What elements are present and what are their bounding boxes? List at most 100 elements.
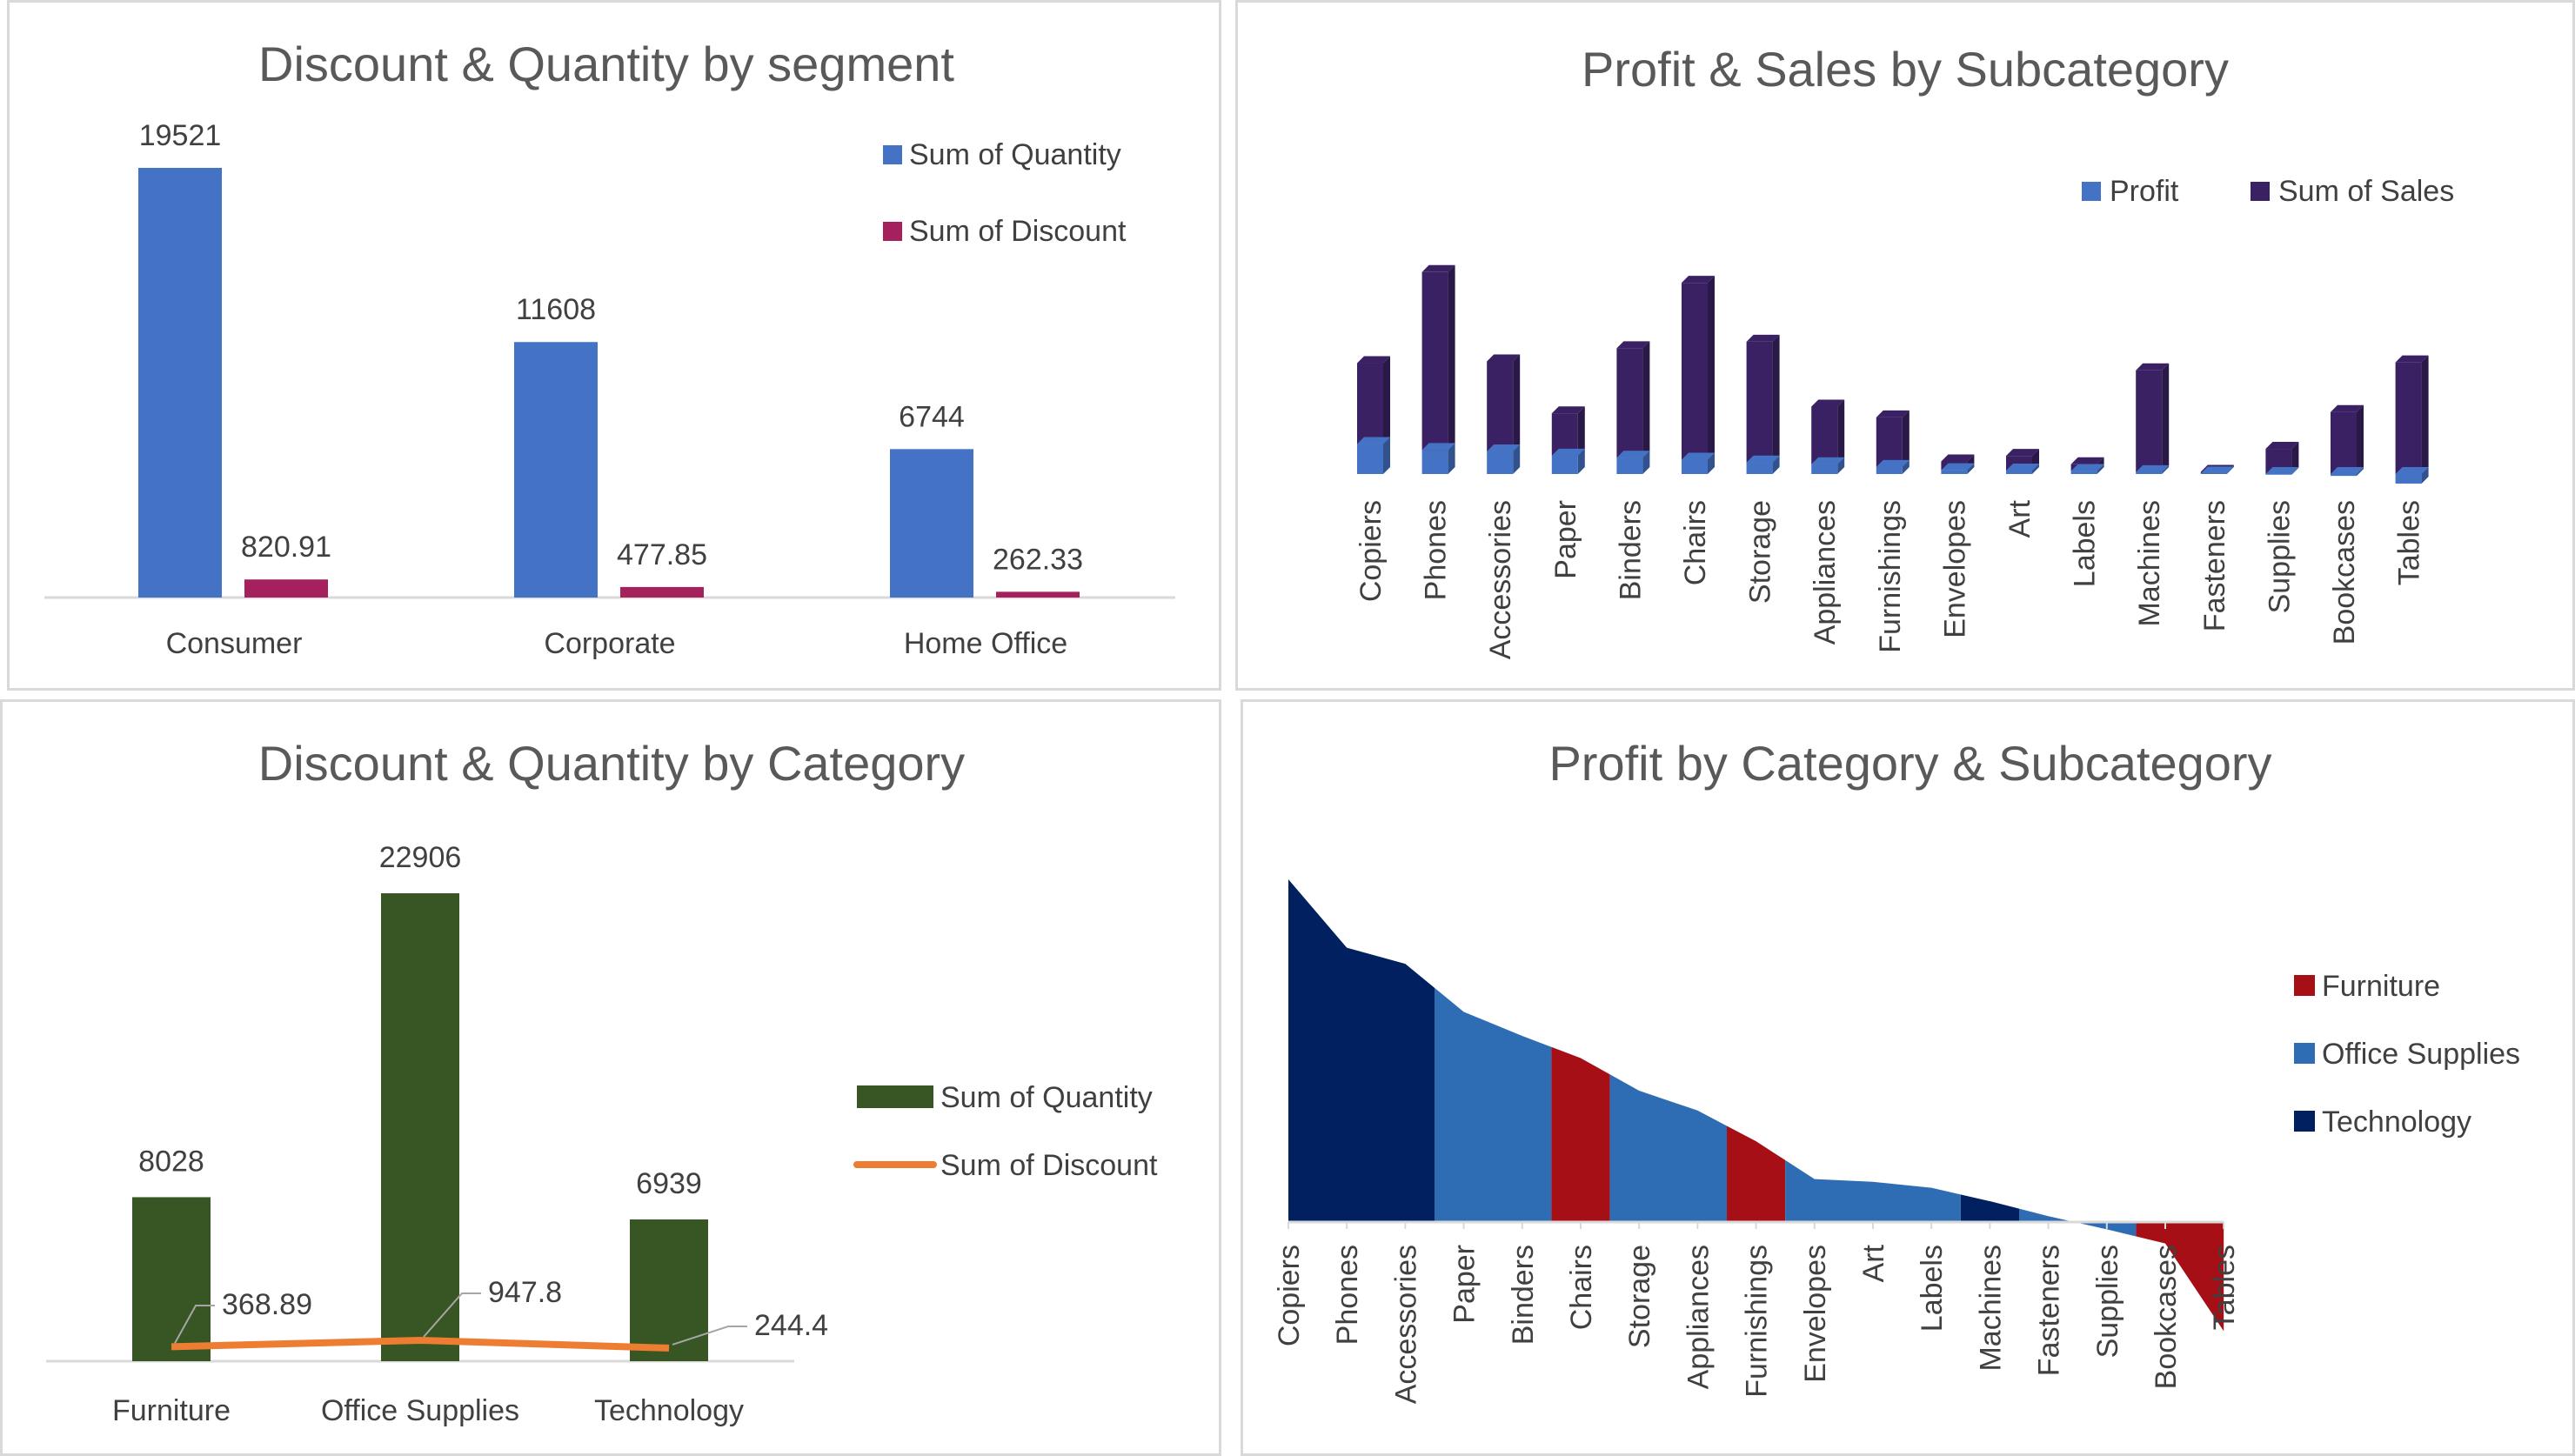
bar-profit-machines-side: [2162, 464, 2170, 474]
bar-profit-accessories-top: [1487, 444, 1521, 452]
data-label: 820.91: [241, 531, 331, 564]
bar-profit-chairs: [1682, 459, 1708, 474]
bar-sales-copiers-side: [1383, 356, 1390, 444]
x-tick-label: Furnishings: [1874, 500, 1907, 653]
x-tick-label: Bookcases: [2150, 1245, 2183, 1389]
bar-profit-binders: [1616, 458, 1643, 474]
bar-profit-art-top: [2006, 463, 2039, 471]
bar-profit-paper-side: [1577, 448, 1585, 474]
x-tick-label: Chairs: [1565, 1245, 1598, 1330]
x-tick-label: Appliances: [1682, 1245, 1715, 1389]
x-tick-label: Storage: [1623, 1245, 1656, 1348]
profit-area-chart: Profit by Category & Subcategory Copiers P…: [1273, 736, 2520, 1404]
area-segment-furniture: [1551, 1046, 1610, 1222]
bar-sales-art-top: [2006, 449, 2039, 457]
segment-chart-panel: Discount & Quantity by segment 19521 820.9…: [7, 0, 1221, 691]
legend-swatch-sum-of-quantity: [857, 1085, 933, 1108]
legend-swatch-office-supplies: [2294, 1043, 2315, 1064]
bar-profit-labels-top: [2070, 464, 2104, 471]
data-label: 368.89: [222, 1288, 312, 1321]
bar-sales-storage-top: [1746, 334, 1780, 342]
area-segment-furniture: [2136, 1222, 2224, 1332]
leader-line: [174, 1305, 215, 1344]
bar-sales-copiers-top: [1357, 356, 1390, 364]
bar-sales-paper: [1551, 413, 1578, 456]
bar-profit-appliances: [1811, 464, 1838, 474]
bar-sales-phones-top: [1421, 264, 1455, 272]
x-tick-label: Supplies: [2091, 1245, 2124, 1358]
area-segment-office-supplies: [1435, 987, 1552, 1222]
bar-profit-phones: [1421, 450, 1448, 474]
chart-title: Profit & Sales by Subcategory: [1582, 42, 2229, 97]
bar-profit-copiers: [1357, 444, 1383, 474]
x-tick-label: Tables: [2393, 500, 2426, 585]
bar-profit-phones-top: [1421, 443, 1455, 451]
x-tick-label: Office Supplies: [321, 1394, 519, 1427]
bar-profit-chairs-top: [1682, 452, 1715, 460]
bar-sum-of-discount-home-office: [996, 591, 1080, 598]
legend-label-technology: Technology: [2322, 1105, 2471, 1139]
bar-profit-art: [2006, 470, 2032, 474]
x-tick-label: Phones: [1331, 1245, 1364, 1345]
legend-swatch-profit: [2082, 182, 2101, 201]
bar-sales-binders-side: [1642, 341, 1650, 458]
bar-profit-labels-side: [2097, 464, 2104, 474]
x-tick-label: Machines: [2133, 500, 2166, 627]
bar-profit-accessories: [1487, 451, 1514, 474]
x-tick-label: Envelopes: [1799, 1245, 1832, 1383]
x-tick-label: Corporate: [544, 627, 675, 660]
bar-profit-machines: [2136, 471, 2163, 474]
x-tick-label: Paper: [1448, 1245, 1481, 1324]
category-chart: Discount & Quantity by Category 8028 Furni…: [46, 736, 1158, 1427]
bar-sales-accessories: [1487, 361, 1514, 452]
bar-profit-phones-side: [1448, 443, 1455, 474]
bar-profit-fasteners-top: [2200, 466, 2234, 474]
area-segment-technology: [1960, 1194, 2019, 1222]
bar-profit-storage-top: [1746, 455, 1780, 463]
bar-sales-bookcases: [2331, 411, 2357, 474]
bar-profit-supplies: [2265, 474, 2292, 475]
bar-profit-machines-top: [2136, 464, 2170, 472]
bar-profit-copiers-side: [1383, 437, 1390, 474]
bar-sales-tables: [2395, 362, 2422, 474]
legend-label-sum-of-discount: Sum of Discount: [940, 1149, 1158, 1182]
data-label: 19521: [139, 119, 222, 152]
bar-sales-tables-side: [2421, 355, 2429, 474]
bar-sales-supplies-side: [2291, 442, 2299, 474]
bar-sales-envelopes-top: [1941, 454, 1975, 462]
bar-sales-machines-top: [2136, 363, 2170, 371]
x-tick-label: Furnishings: [1741, 1245, 1774, 1398]
bar-profit-bookcases: [2331, 474, 2357, 477]
bar-sales-accessories-side: [1513, 354, 1521, 452]
x-tick-label: Copiers: [1273, 1245, 1306, 1346]
bar-quantity-technology: [630, 1219, 708, 1361]
bar-sales-appliances: [1811, 406, 1838, 464]
subcategory-chart-panel: Profit & Sales by Subcategory Copiers Phon…: [1235, 0, 2575, 691]
area-segment-technology: [1288, 879, 1435, 1222]
bar-sum-of-discount-consumer: [244, 579, 328, 598]
x-tick-label: Envelopes: [1938, 500, 1971, 638]
x-tick-label: Tables: [2208, 1245, 2241, 1330]
bar-sales-machines-side: [2162, 363, 2170, 472]
x-tick-label: Home Office: [904, 627, 1067, 660]
segment-chart: Discount & Quantity by segment 19521 820.9…: [44, 37, 1175, 660]
bar-sales-chairs-top: [1682, 276, 1715, 284]
bar-sales-furnishings-side: [1902, 410, 1910, 467]
data-label: 6744: [899, 400, 965, 433]
x-tick-label: Fasteners: [2198, 500, 2231, 631]
bar-sales-binders-top: [1616, 341, 1650, 349]
legend-label-office-supplies: Office Supplies: [2322, 1038, 2520, 1071]
profit-area-chart-panel: Profit by Category & Subcategory Copiers P…: [1241, 699, 2575, 1456]
x-tick-label: Consumer: [166, 627, 303, 660]
bar-profit-envelopes-side: [1967, 463, 1975, 474]
x-tick-label: Accessories: [1484, 500, 1517, 659]
x-tick-label: Labels: [1916, 1245, 1949, 1332]
chart-title: Discount & Quantity by segment: [258, 37, 954, 91]
x-tick-label: Appliances: [1809, 500, 1842, 645]
legend-swatch-sum-of-sales: [2251, 182, 2270, 201]
bar-profit-binders-side: [1642, 451, 1650, 474]
legend-label-sum-of-quantity: Sum of Quantity: [940, 1081, 1153, 1114]
x-tick-label: Machines: [1974, 1245, 2007, 1372]
bar-sales-copiers: [1357, 363, 1383, 444]
bar-sales-labels-top: [2070, 457, 2104, 464]
